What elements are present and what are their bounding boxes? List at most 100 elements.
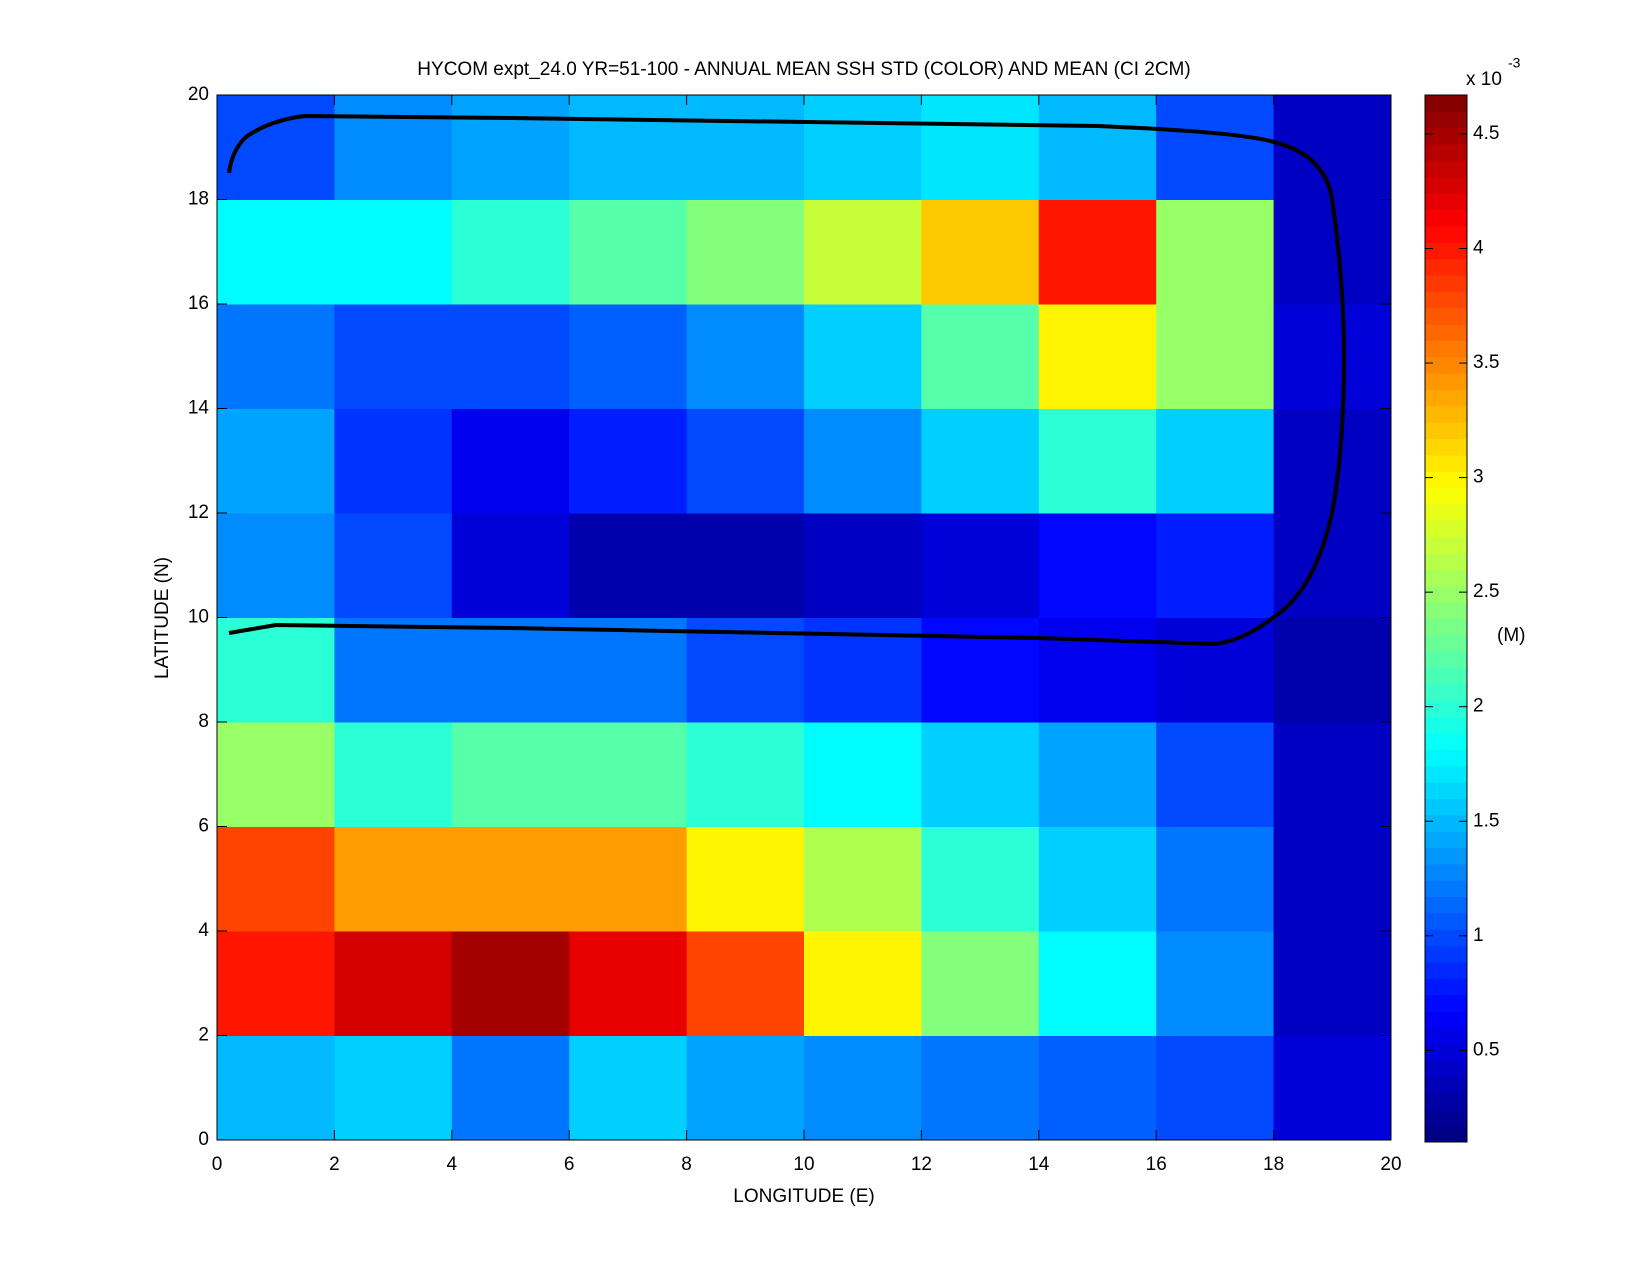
colorbar-swatch	[1425, 225, 1467, 243]
heatmap-cell	[569, 1035, 688, 1141]
colorbar-swatch	[1425, 95, 1467, 112]
x-tick-label: 4	[447, 1154, 458, 1175]
heatmap-cell	[686, 513, 805, 618]
heatmap-cell	[569, 199, 688, 305]
colorbar-swatch	[1425, 1011, 1467, 1028]
heatmap-cell	[334, 826, 453, 932]
colorbar-swatch	[1425, 749, 1467, 767]
colorbar-swatch	[1425, 193, 1467, 211]
colorbar-swatch	[1425, 978, 1467, 996]
colorbar-swatch	[1425, 585, 1467, 603]
colorbar-swatch	[1425, 569, 1467, 587]
heatmap-cell	[686, 95, 805, 200]
heatmap-cell	[804, 826, 922, 932]
heatmap-cell	[217, 513, 335, 618]
colorbar-swatch	[1425, 863, 1467, 881]
colorbar-swatch	[1425, 733, 1467, 750]
y-tick-label: 0	[198, 1129, 209, 1150]
y-tick-label: 14	[188, 398, 210, 419]
colorbar-swatch	[1425, 798, 1467, 816]
colorbar-swatch	[1425, 553, 1467, 570]
colorbar-swatch	[1425, 176, 1467, 194]
heatmap-cell	[334, 408, 453, 514]
heatmap-cell	[1273, 304, 1392, 409]
heatmap-cell	[1156, 1035, 1275, 1141]
heatmap-cell	[334, 95, 453, 200]
colorbar-swatch	[1425, 831, 1467, 849]
heatmap-cell	[451, 1035, 570, 1141]
heatmap-cell	[1273, 931, 1392, 1036]
heatmap-cell	[804, 95, 922, 200]
heatmap-cell	[1038, 617, 1157, 723]
colorbar-swatch	[1425, 1109, 1467, 1127]
colorbar-swatch	[1425, 1092, 1467, 1110]
colorbar-swatch	[1425, 945, 1467, 963]
y-tick-label: 8	[198, 711, 209, 732]
heatmap-cell	[921, 1035, 1040, 1141]
colorbar-swatch	[1425, 487, 1467, 505]
x-tick-label: 6	[564, 1154, 575, 1175]
heatmap-cell	[1156, 722, 1275, 827]
heatmap-cell	[804, 722, 922, 827]
colorbar-swatch	[1425, 782, 1467, 799]
heatmap-cell	[451, 304, 570, 409]
colorbar-swatch	[1425, 258, 1467, 276]
y-tick-label: 6	[198, 816, 209, 837]
heatmap-cell	[1156, 304, 1275, 409]
colorbar-swatch	[1425, 651, 1467, 669]
colorbar-tick-label: 4.5	[1473, 123, 1499, 144]
heatmap-cell	[1273, 617, 1392, 723]
colorbar-tick-label: 3	[1473, 467, 1484, 488]
heatmap-cell	[451, 931, 570, 1036]
heatmap-cell	[569, 826, 688, 932]
colorbar-tick-label: 1	[1473, 925, 1484, 946]
colorbar-swatch	[1425, 896, 1467, 914]
x-tick-label: 2	[329, 1154, 340, 1175]
heatmap-cell	[451, 199, 570, 305]
colorbar-tick-label: 2.5	[1473, 581, 1499, 602]
colorbar-swatch	[1425, 929, 1467, 947]
heatmap-cell	[804, 513, 922, 618]
colorbar-swatch	[1425, 324, 1467, 341]
x-tick-label: 16	[1146, 1154, 1167, 1175]
heatmap-cell	[921, 304, 1040, 409]
colorbar	[1425, 95, 1467, 1143]
heatmap-cell	[451, 95, 570, 200]
colorbar-swatch	[1425, 389, 1467, 407]
colorbar-swatch	[1425, 471, 1467, 489]
heatmap-cell	[451, 826, 570, 932]
x-tick-label: 20	[1380, 1154, 1401, 1175]
y-tick-label: 20	[188, 84, 209, 105]
x-tick-label: 14	[1028, 1154, 1050, 1175]
heatmap-cell	[1038, 199, 1157, 305]
heatmap-cell	[1156, 931, 1275, 1036]
y-axis-label: LATITUDE (N)	[152, 557, 173, 679]
y-tick-label: 18	[188, 189, 209, 210]
colorbar-swatch	[1425, 356, 1467, 374]
colorbar-swatch	[1425, 700, 1467, 718]
colorbar-swatch	[1425, 602, 1467, 619]
heatmap-cell	[569, 304, 688, 409]
colorbar-swatch	[1425, 127, 1467, 145]
x-tick-label: 10	[793, 1154, 814, 1175]
heatmap-cell	[217, 826, 335, 932]
heatmap-cell	[451, 617, 570, 723]
heatmap-cell	[686, 1035, 805, 1141]
heatmap-cell	[804, 199, 922, 305]
colorbar-swatch	[1425, 111, 1467, 129]
heatmap-cell	[1156, 513, 1275, 618]
heatmap-cell	[921, 617, 1040, 723]
colorbar-swatch	[1425, 274, 1467, 292]
heatmap-cell	[569, 617, 688, 723]
heatmap-cell	[804, 304, 922, 409]
heatmap-cell	[334, 513, 453, 618]
heatmap-cell	[804, 931, 922, 1036]
heatmap-cell	[1038, 931, 1157, 1036]
heatmap-cell	[1156, 617, 1275, 723]
colorbar-swatch	[1425, 340, 1467, 358]
y-tick-label: 4	[198, 920, 209, 941]
heatmap-cell	[217, 722, 335, 827]
colorbar-tick-label: 1.5	[1473, 810, 1499, 831]
heatmap-cell	[217, 304, 335, 409]
